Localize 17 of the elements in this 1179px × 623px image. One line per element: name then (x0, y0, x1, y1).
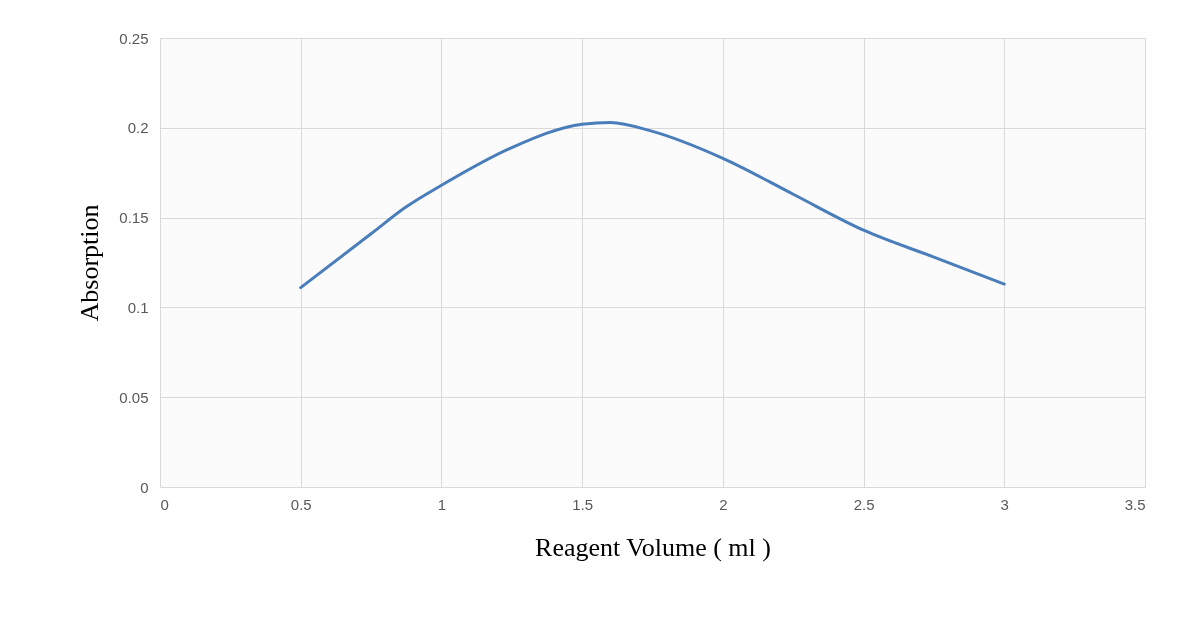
x-tick-label: 2 (719, 495, 728, 513)
y-tick-label: 0 (140, 478, 149, 496)
line-series (299, 120, 1006, 290)
x-tick-label: 1.5 (572, 495, 594, 513)
x-tick-label: 2.5 (853, 495, 875, 513)
y-tick-label: 0.1 (127, 298, 149, 316)
y-tick-label: 0.05 (119, 388, 149, 406)
y-axis-title: Absorption (75, 204, 105, 322)
x-tick-label: 0 (160, 495, 169, 513)
y-tick-label: 0.15 (119, 209, 149, 227)
y-tick-label: 0.2 (127, 119, 149, 137)
x-tick-label: 3.5 (1124, 495, 1146, 513)
x-tick-label: 1 (437, 495, 447, 513)
x-axis-title: Reagent Volume ( ml ) (535, 532, 771, 562)
x-tick-label: 3 (1000, 495, 1009, 513)
x-tick-label: 0.5 (290, 495, 312, 513)
y-tick-label: 0.25 (119, 29, 149, 47)
